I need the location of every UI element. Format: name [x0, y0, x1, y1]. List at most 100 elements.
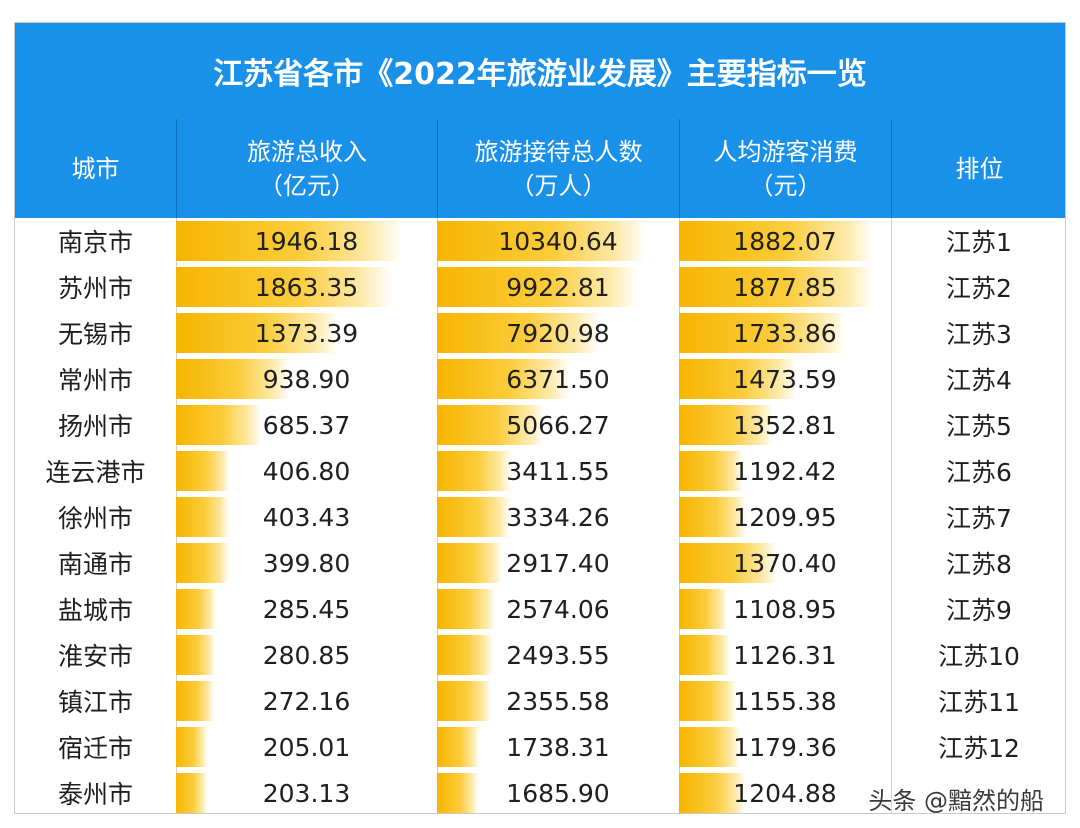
value-cell: 399.80 — [176, 540, 437, 586]
header-revenue: 旅游总收入 （亿元） — [176, 119, 437, 218]
city-cell: 宿迁市 — [57, 734, 133, 763]
value-cell: 9922.81 — [437, 264, 679, 310]
value-cell: 1352.81 — [679, 402, 891, 448]
table-header: 城市 旅游总收入 （亿元） 旅游接待总人数 （万人） 人均游客消费 （元） 排位 — [15, 119, 1065, 218]
value-label: 1370.40 — [733, 548, 837, 578]
value-bar — [679, 773, 746, 813]
value-label: 205.01 — [262, 732, 351, 762]
value-bar — [679, 727, 741, 767]
value-label: 1155.38 — [733, 686, 837, 716]
city-cell: 南京市 — [57, 228, 133, 257]
city-cell: 淮安市 — [57, 642, 133, 671]
value-bar — [679, 497, 747, 537]
city-cell: 镇江市 — [57, 688, 133, 717]
value-bar — [679, 589, 727, 629]
rank-cell: 江苏11 — [938, 688, 1020, 717]
value-bar — [437, 497, 510, 537]
value-label: 1685.90 — [506, 778, 610, 808]
header-visitors: 旅游接待总人数 （万人） — [437, 119, 679, 218]
value-label: 406.80 — [262, 456, 351, 486]
city-cell: 苏州市 — [57, 274, 133, 303]
value-label: 3411.55 — [506, 456, 610, 486]
city-cell: 泰州市 — [57, 780, 133, 809]
value-bar — [437, 221, 647, 261]
rank-cell: 江苏10 — [938, 642, 1020, 671]
rank-cell: 江苏9 — [946, 596, 1012, 625]
value-cell: 2493.55 — [437, 632, 679, 678]
value-label: 685.37 — [262, 410, 351, 440]
value-label: 9922.81 — [506, 272, 610, 302]
value-label: 6371.50 — [506, 364, 610, 394]
value-cell: 1155.38 — [679, 678, 891, 724]
value-bar — [679, 221, 875, 261]
value-cell: 1882.07 — [679, 218, 891, 264]
value-bar — [679, 451, 743, 491]
value-bar — [437, 405, 544, 445]
value-bar — [679, 543, 777, 583]
value-cell: 2574.06 — [437, 586, 679, 632]
value-cell: 203.13 — [176, 770, 437, 816]
value-bar — [176, 497, 230, 537]
value-bar — [679, 405, 774, 445]
table-row: 南京市 1946.18 10340.64 1882.07 江苏1 — [15, 218, 1065, 264]
rank-cell: 江苏3 — [946, 320, 1012, 349]
rank-cell: 江苏5 — [946, 412, 1012, 441]
value-cell: 1738.31 — [437, 724, 679, 770]
value-cell: 1179.36 — [679, 724, 891, 770]
table-row: 泰州市 203.13 1685.90 1204.88 — [15, 770, 1065, 816]
value-cell: 1733.86 — [679, 310, 891, 356]
table-row: 南通市 399.80 2917.40 1370.40 江苏8 — [15, 540, 1065, 586]
value-cell: 7920.98 — [437, 310, 679, 356]
value-bar — [679, 635, 731, 675]
value-label: 3334.26 — [506, 502, 610, 532]
value-label: 203.13 — [262, 778, 351, 808]
value-cell: 1373.39 — [176, 310, 437, 356]
value-bar — [679, 359, 797, 399]
value-label: 1738.31 — [506, 732, 610, 762]
city-cell: 扬州市 — [57, 412, 133, 441]
value-cell: 1946.18 — [176, 218, 437, 264]
value-bar — [437, 267, 638, 307]
city-cell: 常州市 — [57, 366, 133, 395]
rank-cell: 江苏6 — [946, 458, 1012, 487]
value-cell: 285.45 — [176, 586, 437, 632]
rank-cell: 江苏2 — [946, 274, 1012, 303]
value-cell: 10340.64 — [437, 218, 679, 264]
value-cell: 1108.95 — [679, 586, 891, 632]
value-cell: 205.01 — [176, 724, 437, 770]
header-revenue-unit: （亿元） — [259, 171, 355, 200]
value-bar — [437, 727, 479, 767]
table-row: 连云港市 406.80 3411.55 1192.42 江苏6 — [15, 448, 1065, 494]
value-cell: 1192.42 — [679, 448, 891, 494]
value-label: 1108.95 — [733, 594, 837, 624]
value-cell: 1685.90 — [437, 770, 679, 816]
value-label: 1126.31 — [733, 640, 837, 670]
table-title: 江苏省各市《2022年旅游业发展》主要指标一览 — [15, 23, 1065, 120]
value-label: 5066.27 — [506, 410, 610, 440]
value-bar — [176, 313, 338, 353]
rank-cell: 江苏12 — [938, 734, 1020, 763]
value-bar — [176, 773, 207, 813]
value-label: 938.90 — [262, 364, 351, 394]
value-cell: 1863.35 — [176, 264, 437, 310]
value-cell: 938.90 — [176, 356, 437, 402]
table-row: 徐州市 403.43 3334.26 1209.95 江苏7 — [15, 494, 1065, 540]
value-bar — [437, 313, 600, 353]
table-row: 常州市 938.90 6371.50 1473.59 江苏4 — [15, 356, 1065, 402]
value-cell: 1209.95 — [679, 494, 891, 540]
table-row: 镇江市 272.16 2355.58 1155.38 江苏11 — [15, 678, 1065, 724]
city-cell: 盐城市 — [57, 596, 133, 625]
value-label: 1473.59 — [733, 364, 837, 394]
value-cell: 2917.40 — [437, 540, 679, 586]
value-bar — [176, 681, 215, 721]
value-bar — [679, 681, 736, 721]
value-bar — [679, 267, 874, 307]
value-cell: 6371.50 — [437, 356, 679, 402]
value-label: 1946.18 — [254, 226, 359, 256]
header-city-label: 城市 — [71, 154, 120, 183]
city-cell: 无锡市 — [57, 320, 133, 349]
value-bar — [437, 681, 491, 721]
value-bar — [176, 727, 207, 767]
value-label: 1373.39 — [254, 318, 359, 348]
value-bar — [437, 589, 496, 629]
